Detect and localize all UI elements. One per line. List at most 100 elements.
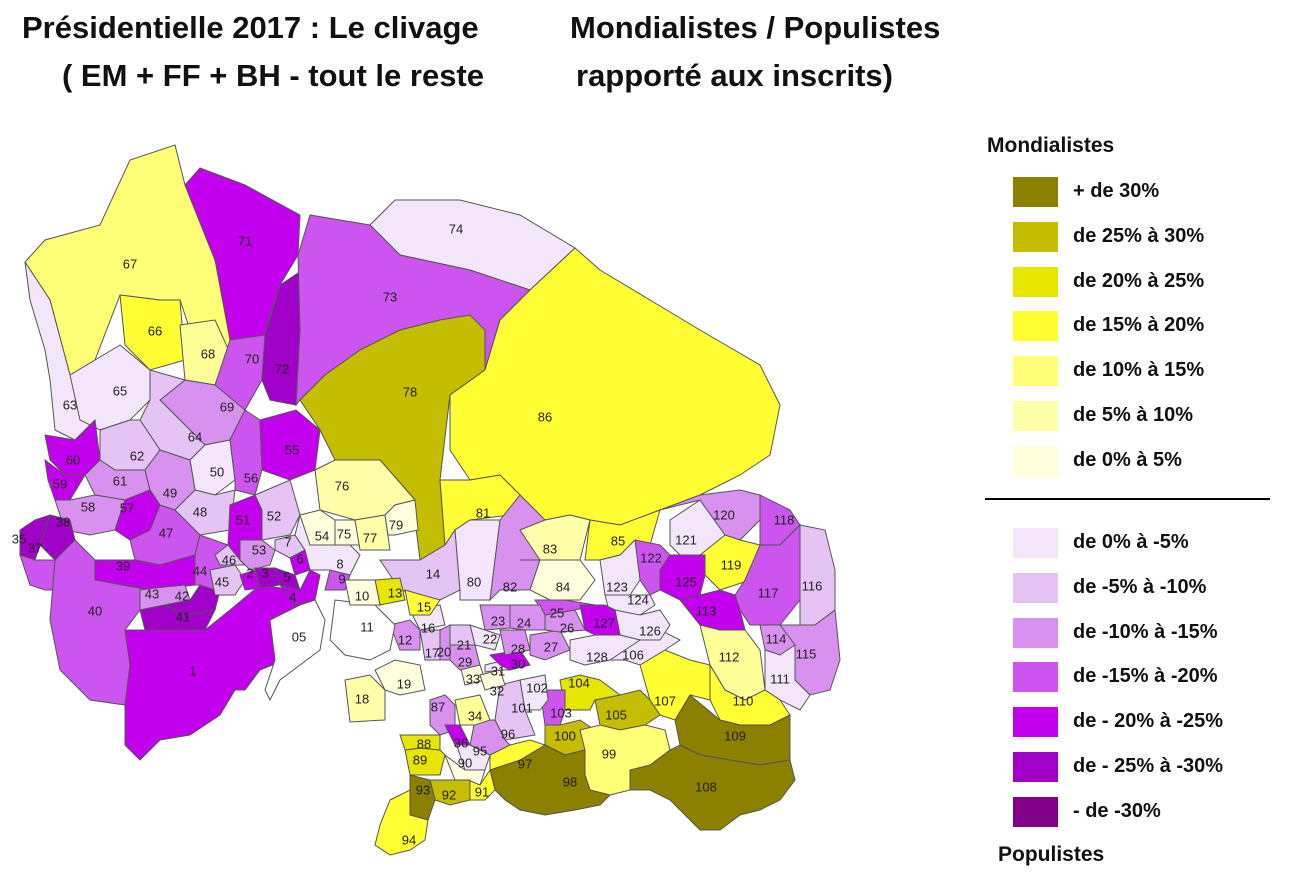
bureau-40-label: 40 [88,603,102,618]
legend-label: + de 30% [1073,180,1160,202]
legend-label: de 10% à 15% [1073,359,1205,382]
bureau-121-label: 121 [675,532,697,547]
bureau-17-region [419,629,441,661]
bureau-76-label: 76 [335,478,349,493]
legend-label: de 5% à 10% [1073,404,1194,426]
bureau-11-region [329,599,396,661]
bureau-56-region [229,409,263,496]
bureau-114-label: 114 [766,631,787,646]
bureau-05-region [264,599,326,702]
legend-label: de 0% à 5% [1073,448,1182,471]
bureau-86-label: 86 [538,409,552,424]
bureau-50-label: 50 [210,464,224,479]
bureau-84-region [520,559,596,601]
bureau-05-label: 05 [292,629,306,644]
legend-label: de -15% à -20% [1073,665,1218,688]
bureau-94-region [374,789,429,856]
bureau-17-label: 17 [425,645,439,660]
map-title-line2-left: ( EM + FF + BH - tout le reste [62,58,484,93]
bureau-24-label: 24 [517,615,531,630]
bureau-12-region [389,619,421,651]
bureau-55-label: 55 [285,442,299,457]
legend-swatch [1013,177,1058,207]
bureau-16-label: 16 [421,620,435,635]
bureau-37-label: 37 [28,540,42,555]
bureau-77-region [354,514,391,551]
bureau-110-label: 110 [733,693,754,708]
legend-label: - de -30% [1073,799,1161,822]
legend-swatch [1013,528,1058,558]
bureau-109-label: 109 [724,728,746,743]
bureau-117-label: 117 [758,585,779,600]
bureau-78-label: 78 [403,384,417,399]
bureau-84-label: 84 [556,579,570,594]
legend-label: de 15% à 20% [1073,314,1205,337]
legend-label: de -5% à -10% [1073,575,1207,598]
bureau-30-label: 30 [511,656,525,671]
bureau-26-label: 26 [560,620,574,635]
bureau-58-label: 58 [81,499,95,514]
bureau-88-region [399,734,441,751]
bureau-79-region [384,499,419,536]
bureau-61-label: 61 [113,473,127,488]
legend-swatch [1013,796,1058,827]
bureau-56-label: 56 [244,470,258,485]
bureau-47-label: 47 [159,525,173,540]
legend-label: de - 20% à -25% [1073,710,1224,733]
bureau-85-label: 85 [611,533,625,548]
bureau-119-label: 119 [721,557,742,572]
bureau-98-label: 98 [563,774,577,789]
bureau-4-region [278,569,321,606]
bureau-96-label: 96 [501,726,515,741]
bureau-75-label: 75 [337,526,351,541]
bureau-49-label: 49 [163,485,177,500]
bureau-46-label: 46 [222,552,236,567]
bureau-116-label: 116 [802,578,823,593]
bureau-128-region [569,634,642,666]
bureau-90-label: 90 [458,755,472,770]
legend-swatch [1013,445,1058,476]
bureau-21-label: 21 [457,637,471,652]
bureau-18-region [344,674,386,723]
bureau-89-label: 89 [413,752,427,767]
bureau-66-label: 66 [148,323,162,338]
legend-swatch [1013,356,1058,387]
bureau-20-label: 20 [437,644,451,659]
bureau-52-label: 52 [267,508,281,523]
bureau-62-label: 62 [130,448,144,463]
bureau-73-label: 73 [383,289,397,304]
legend-label: de - 25% à -30% [1073,755,1224,777]
bureau-37-region [19,554,59,591]
bureau-41-label: 41 [176,609,190,624]
bureau-128-label: 128 [586,649,608,664]
bureau-8-label: 8 [336,556,343,571]
legend-swatch [1013,707,1058,738]
bureau-79-label: 79 [389,517,403,532]
bureau-39-label: 39 [116,558,130,573]
bureau-124-label: 124 [627,592,649,607]
bureau-104-label: 104 [568,675,590,690]
bureau-69-label: 69 [220,399,234,414]
bureau-36-label: 36 [454,735,468,750]
bureau-32-region [479,669,506,691]
bureau-104-region [559,674,622,711]
bureau-97-label: 97 [518,756,532,771]
legend-swatch [1013,662,1058,693]
bureau-14-label: 14 [426,566,440,581]
bureau-80-label: 80 [467,574,481,589]
bureau-32-label: 32 [490,683,504,698]
bureau-72-label: 72 [275,361,289,376]
bureau-31-label: 31 [491,663,505,678]
legend-swatch [1013,221,1058,252]
bureau-90-region [443,753,486,786]
bureau-103-label: 103 [550,705,572,720]
bureau-7-label: 7 [284,534,291,549]
bureau-22-label: 22 [483,631,497,646]
map-regions [19,144,841,856]
bureau-125-label: 125 [675,574,697,589]
bureau-123-label: 123 [606,579,628,594]
bureau-102-label: 102 [526,680,548,695]
bureau-93-label: 93 [416,782,430,797]
